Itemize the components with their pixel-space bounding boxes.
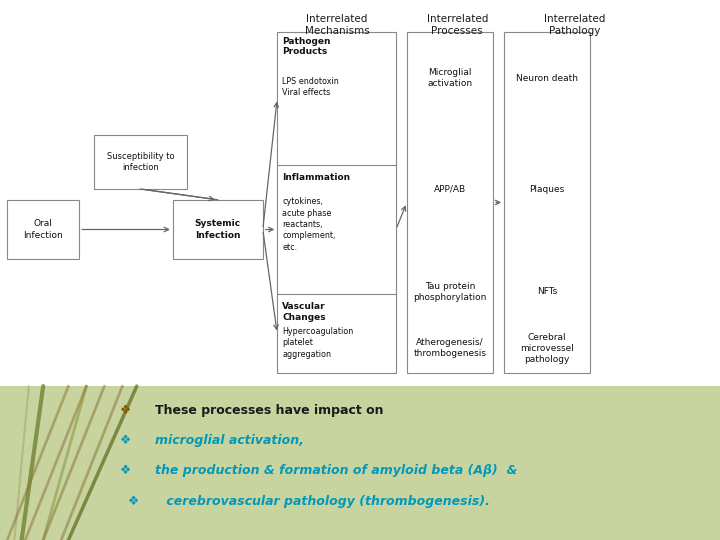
Bar	[277, 32, 396, 373]
Text: Pathogen
Products: Pathogen Products	[282, 37, 330, 56]
Text: Microglial
activation: Microglial activation	[428, 68, 472, 89]
Text: Neuron death: Neuron death	[516, 74, 578, 83]
Text: the production & formation of amyloid beta (Aβ)  &: the production & formation of amyloid be…	[155, 464, 517, 477]
Bar	[94, 135, 187, 189]
Text: ❖: ❖	[120, 404, 132, 417]
Text: Inflammation: Inflammation	[282, 173, 351, 182]
Text: LPS endotoxin
Viral effects: LPS endotoxin Viral effects	[282, 77, 339, 97]
Text: Interrelated
Processes: Interrelated Processes	[426, 14, 488, 36]
Text: Cerebral
microvessel
pathology: Cerebral microvessel pathology	[521, 333, 574, 364]
Text: Atherogenesis/
thrombogenesis: Atherogenesis/ thrombogenesis	[413, 338, 487, 359]
Bar	[173, 200, 263, 259]
Text: microglial activation,: microglial activation,	[155, 434, 304, 447]
Text: Interrelated
Pathology: Interrelated Pathology	[544, 14, 606, 36]
Text: APP/AB: APP/AB	[434, 185, 466, 193]
Bar	[7, 200, 79, 259]
Text: Hypercoagulation
platelet
aggregation: Hypercoagulation platelet aggregation	[282, 327, 354, 359]
Bar	[504, 32, 590, 373]
Bar	[407, 32, 493, 373]
Text: Susceptibility to
infection: Susceptibility to infection	[107, 152, 174, 172]
Text: Vascular
Changes: Vascular Changes	[282, 302, 326, 322]
Text: cerebrovascular pathology (thrombogenesis).: cerebrovascular pathology (thrombogenesi…	[162, 495, 490, 508]
Text: ❖: ❖	[127, 495, 139, 508]
Text: Interrelated
Mechanisms: Interrelated Mechanisms	[305, 14, 369, 36]
Text: ❖: ❖	[120, 434, 132, 447]
Text: Tau protein
phosphorylation: Tau protein phosphorylation	[413, 281, 487, 302]
Bar	[0, 386, 720, 540]
Bar	[0, 0, 720, 386]
Text: Plaques: Plaques	[530, 185, 564, 193]
Text: NFTs: NFTs	[537, 287, 557, 296]
Text: Systemic
Infection: Systemic Infection	[194, 219, 241, 240]
Text: cytokines,
acute phase
reactants,
complement,
etc.: cytokines, acute phase reactants, comple…	[282, 197, 336, 252]
Text: Oral
Infection: Oral Infection	[23, 219, 63, 240]
Text: These processes have impact on: These processes have impact on	[155, 404, 383, 417]
Text: ❖: ❖	[120, 464, 132, 477]
